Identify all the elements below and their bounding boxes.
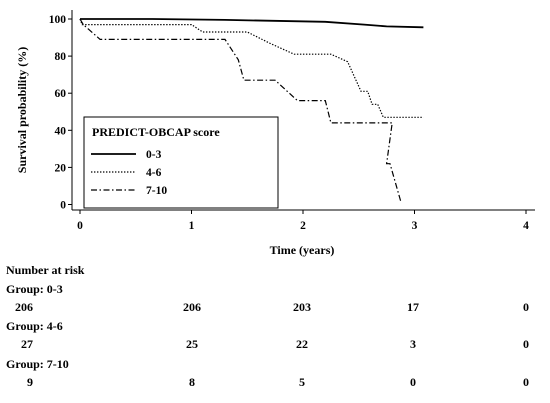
series-line-4-6 — [79, 18, 424, 118]
x-tick-label: 2 — [300, 220, 306, 232]
x-tick-label: 0 — [77, 220, 83, 232]
risk-group-label: Group: 4-6 — [6, 319, 63, 333]
risk-count: 27 — [21, 337, 33, 351]
risk-count: 17 — [407, 300, 419, 314]
risk-count: 5 — [299, 375, 305, 389]
risk-table-title: Number at risk — [6, 263, 85, 277]
x-axis-title: Time (years) — [270, 243, 335, 257]
risk-group-label: Group: 0-3 — [6, 282, 63, 296]
risk-count: 206 — [15, 300, 33, 314]
series-lines — [79, 18, 424, 203]
x-tick-label: 1 — [189, 220, 195, 232]
x-tick-label: 4 — [523, 220, 529, 232]
risk-count: 25 — [186, 337, 198, 351]
risk-group-label: Group: 7-10 — [6, 357, 69, 371]
risk-count: 0 — [523, 337, 529, 351]
legend-entry-label: 4-6 — [146, 167, 162, 179]
axes: 0 20 40 60 80 100 0 1 2 3 4 — [49, 10, 535, 232]
y-tick-label: 100 — [49, 14, 67, 26]
legend-entry-label: 0-3 — [146, 149, 162, 161]
legend-box — [83, 116, 279, 209]
risk-count: 9 — [27, 375, 33, 389]
risk-count: 206 — [183, 300, 201, 314]
risk-count: 22 — [296, 337, 308, 351]
legend-title: PREDICT-OBCAP score — [92, 125, 220, 139]
risk-count: 0 — [523, 375, 529, 389]
x-tick-label: 3 — [412, 220, 418, 232]
legend: PREDICT-OBCAP score 0-3 4-6 7-10 — [83, 116, 279, 209]
risk-count: 3 — [410, 337, 416, 351]
risk-count: 0 — [523, 300, 529, 314]
series-line-0-3 — [80, 18, 424, 29]
y-axis-title: Survival probability (%) — [15, 47, 29, 173]
y-tick-label: 20 — [55, 162, 67, 174]
y-tick-label: 0 — [60, 200, 66, 212]
risk-table: Number at risk Group: 0-3 206 206 203 17 0 Gro… — [6, 263, 529, 389]
risk-count: 203 — [293, 300, 311, 314]
y-tick-label: 80 — [55, 51, 67, 63]
y-tick-label: 60 — [55, 88, 67, 100]
legend-entry-label: 7-10 — [146, 185, 167, 197]
y-tick-label: 40 — [55, 125, 67, 137]
risk-count: 8 — [189, 375, 195, 389]
risk-count: 0 — [410, 375, 416, 389]
